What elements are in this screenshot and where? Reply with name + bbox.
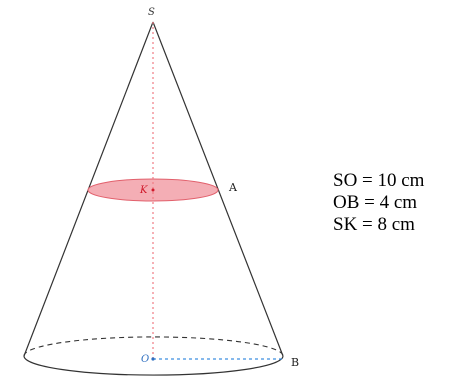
measurement-ob: OB = 4 cm <box>333 192 418 213</box>
label-k: K <box>139 185 148 196</box>
label-o: O <box>141 354 149 365</box>
measurements-list: SO = 10 cm OB = 4 cm SK = 8 cm <box>333 170 424 236</box>
measurement-sk: SK = 8 cm <box>333 214 415 235</box>
point-o-dot <box>151 357 155 361</box>
base-ellipse-front <box>23 355 284 376</box>
label-a: A <box>228 181 238 194</box>
label-b: B <box>291 356 299 369</box>
point-k-dot <box>151 188 155 192</box>
label-s: S <box>148 7 155 18</box>
measurement-so: SO = 10 cm <box>333 170 425 191</box>
